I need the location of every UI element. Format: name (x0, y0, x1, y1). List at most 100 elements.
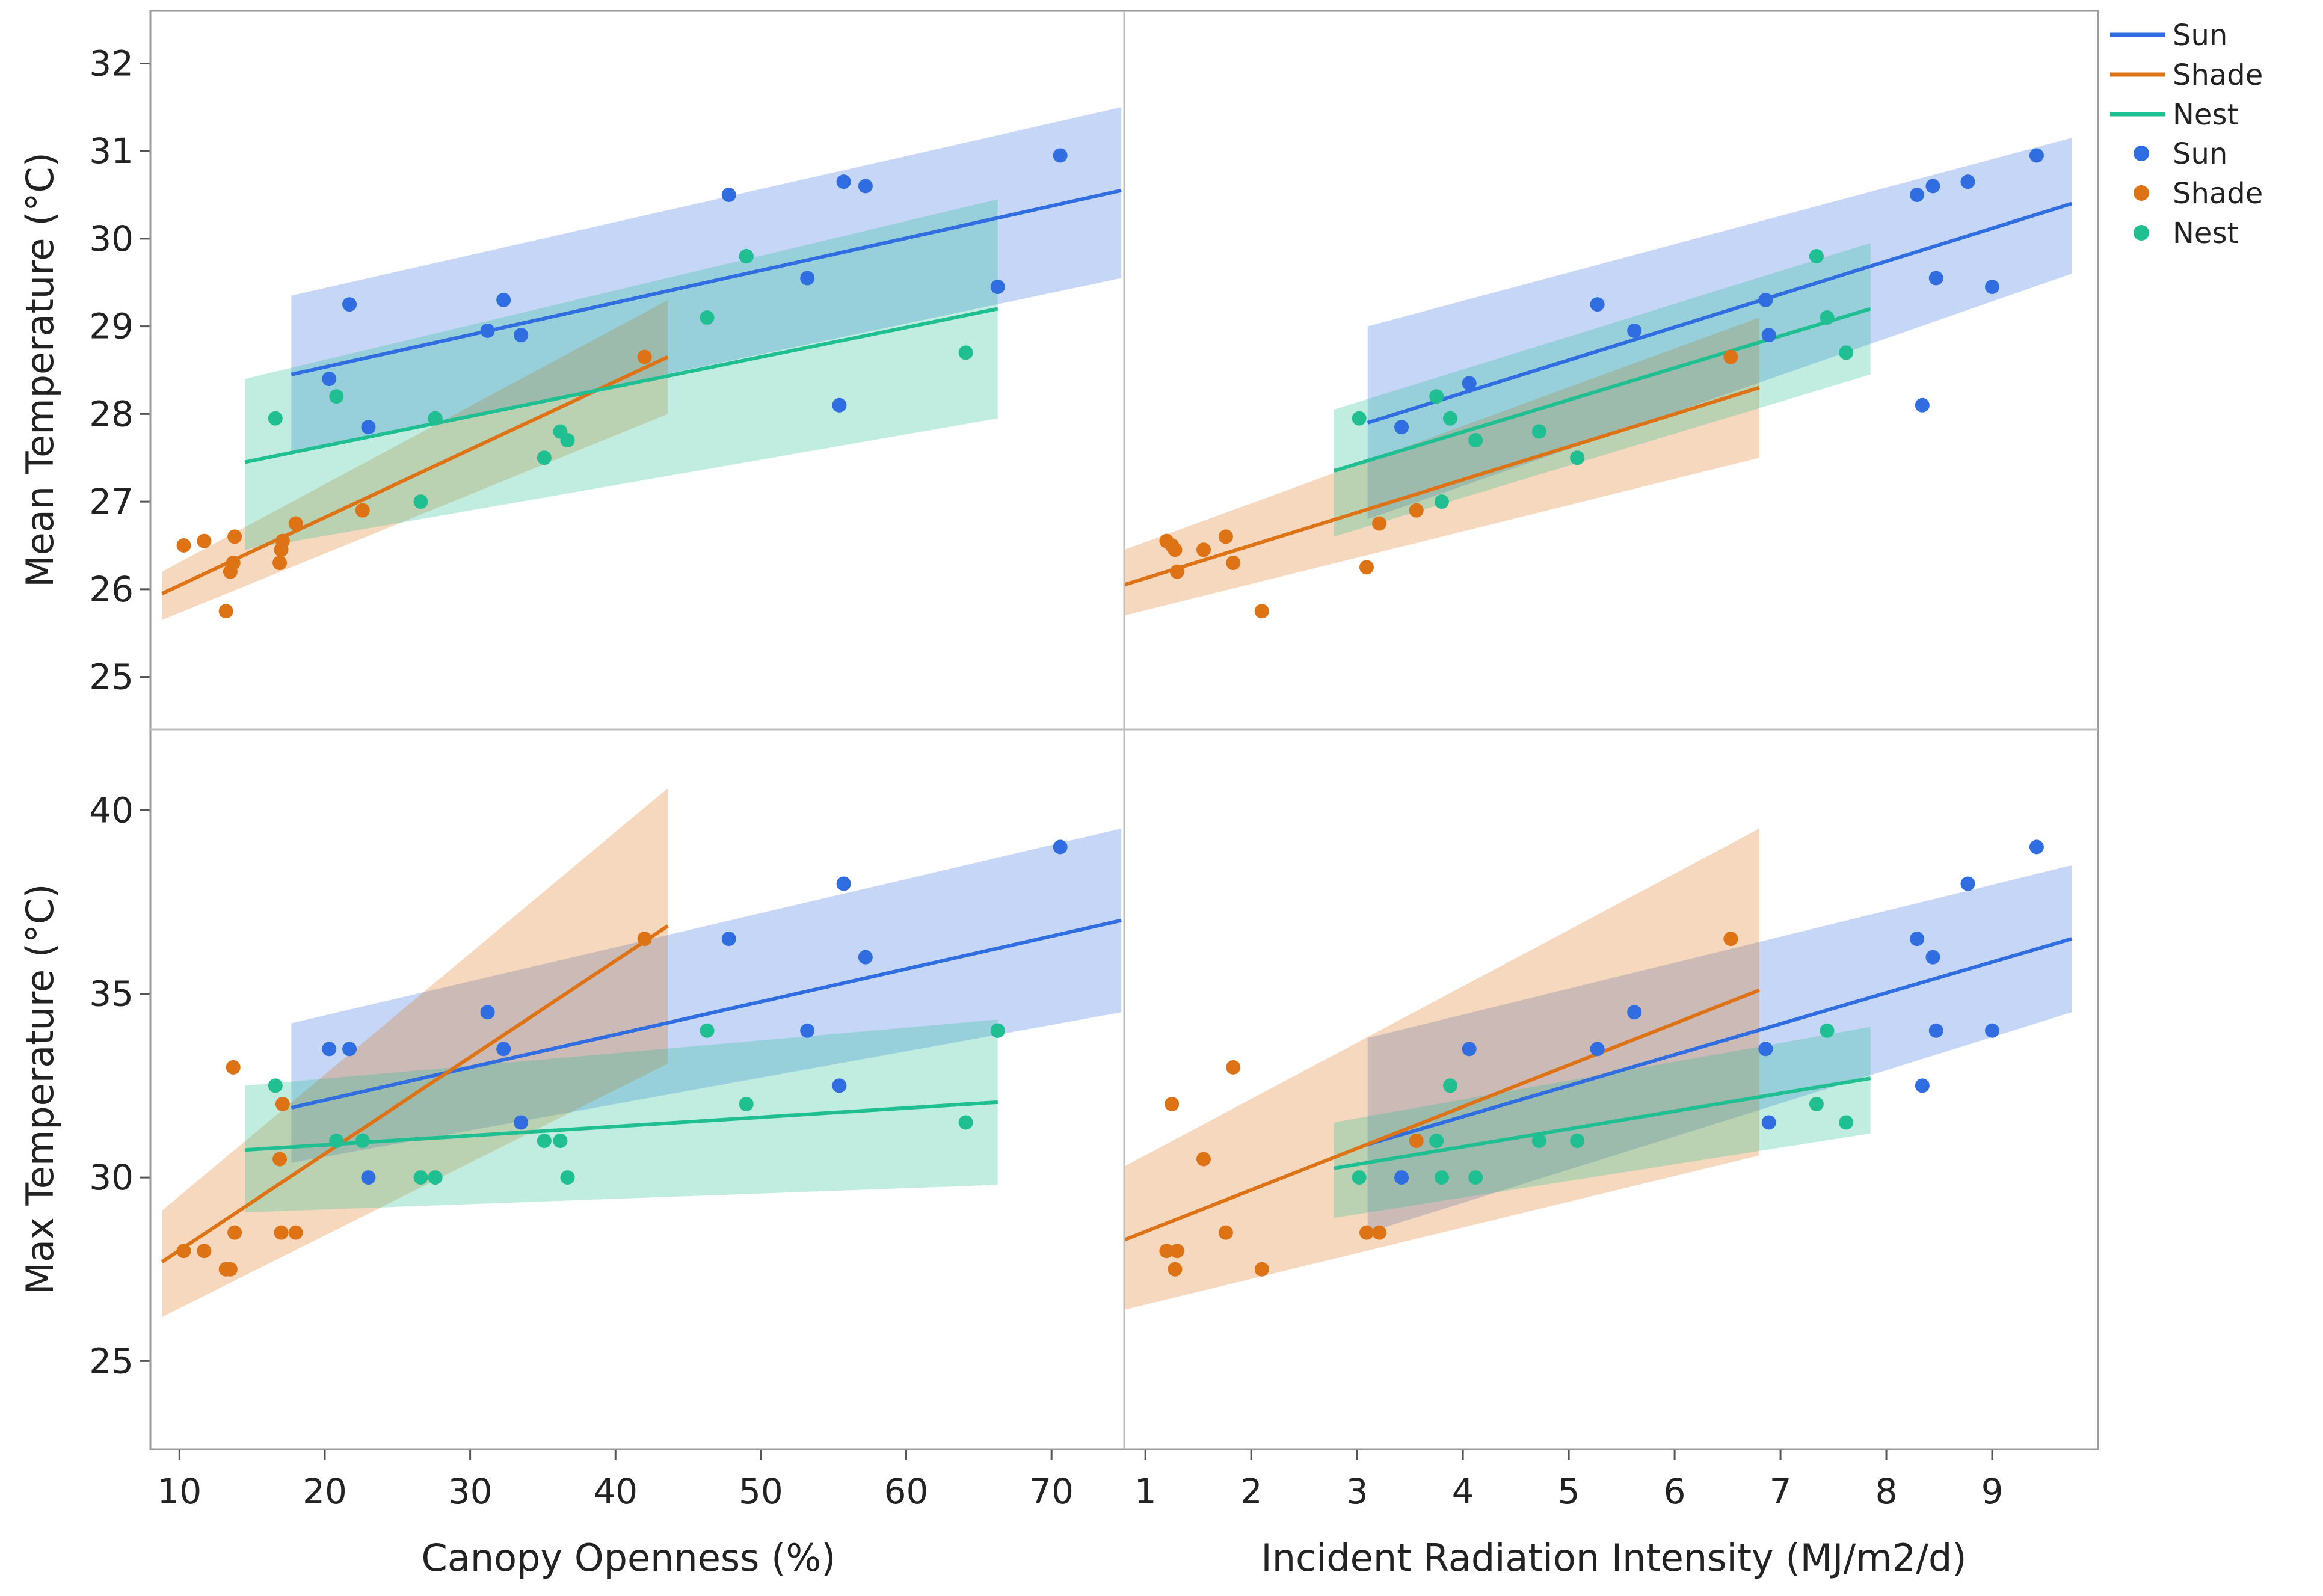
data-point-sun (836, 174, 851, 189)
data-point-sun (2029, 839, 2044, 855)
data-point-shade (226, 556, 241, 571)
data-point-sun (361, 1170, 376, 1185)
legend-label-line-nest: Nest (2173, 98, 2238, 132)
data-point-sun (2029, 148, 2044, 163)
data-point-sun (1462, 376, 1477, 391)
data-point-sun (342, 1042, 357, 1057)
data-point-shade (1723, 932, 1738, 947)
data-point-sun (1394, 420, 1409, 435)
data-point-shade (197, 533, 212, 548)
data-point-shade (176, 1244, 191, 1259)
data-point-shade (288, 1225, 303, 1240)
data-point-shade (1254, 604, 1269, 619)
data-point-sun (1910, 932, 1925, 947)
data-point-sun (800, 1023, 815, 1038)
data-point-shade (226, 1060, 241, 1075)
data-point-nest (1352, 411, 1367, 426)
fit-line-shade (1123, 988, 1760, 1242)
data-point-nest (268, 1078, 283, 1093)
y-tick-label: 27 (89, 481, 134, 522)
x-tick-label: 10 (157, 1471, 202, 1512)
y-tick-label: 30 (89, 218, 134, 259)
fit-line-shade (161, 355, 669, 595)
data-point-nest (428, 1170, 443, 1185)
fit-line-nest (1333, 1076, 1871, 1170)
data-point-nest (355, 1134, 370, 1148)
data-point-sun (1960, 174, 1975, 189)
y-tick-label: 26 (89, 569, 134, 610)
legend-label-point-shade: Shade (2173, 177, 2263, 210)
data-point-shade (275, 533, 290, 548)
x-tick-label: 2 (1240, 1471, 1263, 1512)
data-point-shade (227, 529, 242, 544)
confidence-band-nest (245, 199, 998, 550)
data-point-nest (1839, 345, 1854, 360)
data-point-nest (329, 389, 344, 404)
data-point-shade (1165, 1096, 1180, 1111)
data-point-shade (176, 538, 191, 553)
confidence-band-sun (291, 107, 1122, 453)
y-tick-label: 25 (89, 1340, 134, 1381)
fit-line-nest (244, 307, 998, 464)
data-point-nest (1570, 450, 1585, 465)
x-ticks-max-vs-radiation: 1 2 3 4 5 6 7 8 9 (1134, 1449, 2003, 1512)
data-point-sun (322, 372, 337, 387)
data-point-sun (1394, 1170, 1409, 1185)
data-point-shade (1168, 542, 1183, 557)
x-axis-title-right: Incident Radiation Intensity (MJ/m2/d) (1261, 1536, 1966, 1580)
data-point-sun (1915, 1078, 1930, 1093)
fit-lines-max-vs-radiation (1123, 937, 2072, 1242)
fit-line-sun (291, 918, 1122, 1110)
data-point-shade (1409, 503, 1424, 518)
data-point-nest (958, 1115, 973, 1130)
data-point-nest (1434, 494, 1449, 509)
fit-line-sun (1367, 201, 2072, 425)
data-point-nest (1809, 249, 1824, 264)
data-point-sun (496, 1042, 511, 1057)
data-point-nest (1531, 1134, 1546, 1148)
data-point-shade (272, 1152, 288, 1167)
data-point-shade (1372, 516, 1387, 531)
x-tick-label: 3 (1346, 1471, 1368, 1512)
x-axis-title-left: Canopy Openness (%) (422, 1536, 836, 1580)
fit-lines-mean-vs-radiation (1124, 201, 2072, 587)
fit-lines-mean-vs-canopy (161, 188, 1122, 595)
y-tick-label: 32 (89, 43, 134, 84)
data-point-sun (832, 397, 847, 413)
data-point-sun (800, 271, 815, 286)
data-point-sun (990, 280, 1005, 295)
data-point-shade (1254, 1262, 1269, 1277)
data-point-sun (342, 297, 357, 312)
data-point-nest (560, 433, 575, 448)
data-point-nest (990, 1023, 1005, 1038)
y-tick-label: 35 (89, 974, 134, 1014)
data-point-nest (1429, 389, 1444, 404)
data-point-sun (1053, 839, 1068, 855)
x-tick-label: 60 (884, 1471, 929, 1512)
axis-labels: Mean Temperature (°C) Max Temperature (°… (18, 152, 1967, 1580)
data-point-shade (1169, 1244, 1184, 1259)
data-point-nest (1468, 1170, 1483, 1185)
fit-line-sun (1367, 937, 2072, 1146)
data-point-shade (1226, 1060, 1241, 1075)
y-axis-title-bottom: Max Temperature (°C) (18, 884, 62, 1295)
data-point-nest (1443, 411, 1458, 426)
panel-mean-vs-canopy: 25 26 27 28 29 30 31 32 (89, 43, 1122, 698)
data-point-sun (514, 328, 529, 343)
data-point-sun (322, 1042, 337, 1057)
data-point-sun (1985, 1023, 2000, 1038)
data-point-sun (1928, 271, 1943, 286)
points-max-vs-radiation (1159, 839, 2044, 1277)
data-point-nest (413, 494, 428, 509)
data-point-sun (1915, 397, 1930, 413)
data-point-sun (1925, 950, 1940, 965)
data-point-shade (223, 1262, 238, 1277)
panel-max-vs-canopy: 25 30 35 40 10 20 30 40 50 60 70 (89, 788, 1122, 1512)
data-point-sun (1590, 297, 1605, 312)
data-point-sun (1928, 1023, 1943, 1038)
x-tick-label: 4 (1452, 1471, 1474, 1512)
x-tick-label: 70 (1029, 1471, 1074, 1512)
data-point-shade (1226, 556, 1241, 571)
